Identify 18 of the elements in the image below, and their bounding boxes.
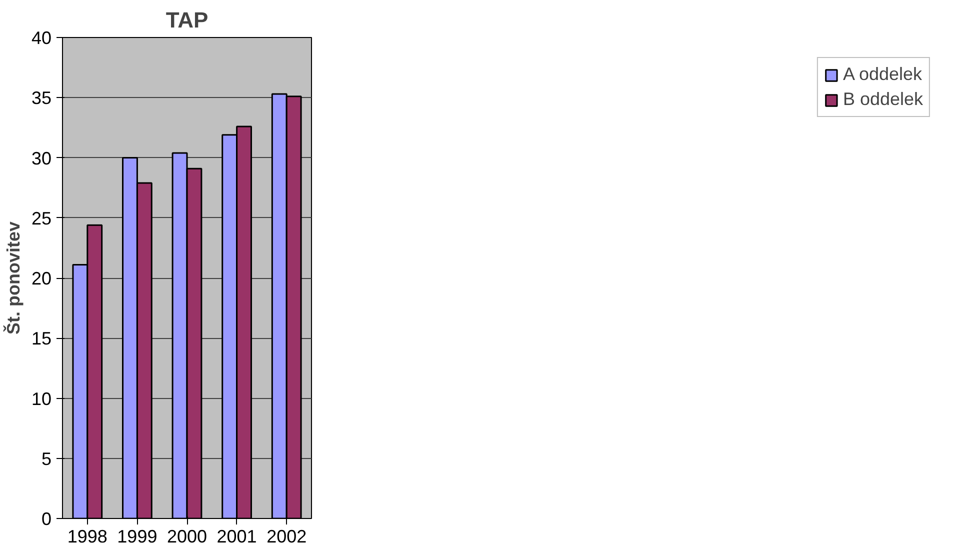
y-tick-label: 35	[31, 88, 52, 108]
legend-label: B oddelek	[842, 89, 923, 110]
y-tick-label: 20	[31, 268, 52, 288]
y-tick-label: 25	[31, 208, 52, 228]
y-tick-label: 15	[31, 328, 52, 349]
x-tick-label: 2002	[266, 526, 307, 546]
x-tick-label: 1999	[117, 526, 158, 546]
y-axis-title: Št. ponovitev	[2, 221, 24, 335]
y-tick-label: 5	[41, 448, 52, 469]
y-tick-label: 40	[31, 28, 52, 48]
y-tick-label: 30	[31, 148, 52, 168]
legend-label: A oddelek	[842, 64, 922, 85]
x-tick-label: 2000	[166, 526, 208, 546]
chart-title: TAP	[166, 8, 208, 32]
x-tick-label: 1998	[67, 526, 108, 546]
y-tick-label: 0	[41, 509, 52, 529]
x-tick-label: 2001	[216, 526, 257, 546]
y-tick-label: 10	[31, 388, 52, 409]
